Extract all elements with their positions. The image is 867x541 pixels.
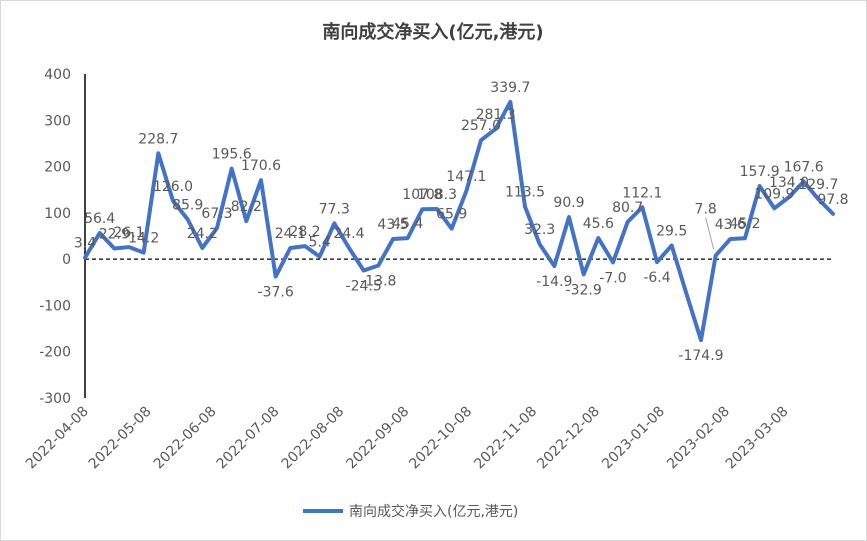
data-label: 126.0 — [153, 179, 193, 195]
data-label: 257.0 — [461, 118, 501, 134]
data-label: 43.5 — [377, 217, 408, 233]
data-label: 7.8 — [695, 202, 717, 218]
data-label: -174.9 — [678, 348, 723, 364]
data-label: 43.6 — [715, 217, 746, 233]
data-label: 77.3 — [319, 201, 350, 217]
data-label: 22.9 — [99, 227, 130, 243]
y-tick-label: 400 — [44, 67, 71, 83]
label-leader-line — [705, 217, 715, 250]
data-label: 97.8 — [817, 192, 848, 208]
data-label: 134.0 — [769, 175, 809, 191]
x-tick-label: 2022-09-08 — [344, 404, 413, 473]
x-tick-label: 2022-08-08 — [279, 404, 348, 473]
data-label: 28.2 — [289, 224, 320, 240]
data-label: 45.6 — [583, 216, 614, 232]
data-label: 157.9 — [740, 164, 780, 180]
data-label: 170.6 — [241, 158, 281, 174]
data-label: -32.9 — [566, 282, 602, 298]
data-label: 339.7 — [490, 80, 530, 96]
data-label: 82.2 — [231, 199, 262, 215]
x-tick-label: 2022-05-08 — [86, 404, 155, 473]
data-label: 109.9 — [754, 186, 794, 202]
data-label: 85.9 — [172, 197, 203, 213]
data-label: 14.2 — [128, 231, 159, 247]
data-label: 26.1 — [113, 225, 144, 241]
data-label: -37.6 — [258, 285, 294, 301]
y-tick-label: 200 — [44, 160, 71, 176]
data-label: 24.2 — [187, 226, 218, 242]
y-tick-label: -100 — [39, 298, 71, 314]
data-label: 5.4 — [309, 235, 331, 251]
data-label: 281.3 — [476, 107, 516, 123]
data-label: -6.4 — [643, 270, 670, 286]
data-label: 195.6 — [212, 147, 252, 163]
legend-label: 南向成交净买入(亿元,港元) — [349, 503, 518, 520]
data-label: 45.4 — [392, 216, 423, 232]
chart-title: 南向成交净买入(亿元,港元) — [322, 21, 543, 43]
plot-area — [83, 99, 835, 343]
data-labels: 3.4 56.422.926.114.2 228.7 126.0 85.9 24.2 67.… — [74, 80, 849, 364]
data-label: 29.5 — [656, 223, 687, 239]
data-label: 90.9 — [553, 195, 584, 211]
data-label: 80.7 — [612, 200, 643, 216]
x-tick-label: 2023-01-08 — [599, 404, 668, 473]
y-tick-label: -300 — [39, 391, 71, 407]
data-label: -13.8 — [360, 274, 396, 290]
data-label: -7.0 — [599, 270, 626, 286]
data-label: 65.9 — [436, 207, 467, 223]
x-tick-label: 2022-10-08 — [406, 404, 475, 473]
data-label: 24.4 — [333, 226, 364, 242]
data-label: 56.4 — [84, 211, 115, 227]
data-label: 32.3 — [524, 222, 555, 238]
data-label: 147.1 — [446, 169, 486, 185]
data-label: 24.1 — [275, 226, 306, 242]
y-tick-label: -200 — [39, 345, 71, 361]
y-tick-label: 0 — [62, 252, 71, 268]
y-tick-label: 100 — [44, 206, 71, 222]
y-tick-label: 300 — [44, 113, 71, 129]
data-label: -24.5 — [346, 278, 382, 294]
data-label: 129.7 — [798, 177, 838, 193]
data-label: 112.1 — [622, 185, 662, 201]
x-tick-label: 2022-06-08 — [151, 404, 220, 473]
series-line — [83, 99, 835, 343]
data-label: 113.5 — [505, 185, 545, 201]
data-label: -14.9 — [536, 274, 572, 290]
x-tick-label: 2022-12-08 — [534, 404, 603, 473]
data-label: 108.3 — [417, 187, 457, 203]
data-label: 107.8 — [402, 187, 442, 203]
data-label: 3.4 — [74, 236, 96, 252]
legend: 南向成交净买入(亿元,港元) — [303, 503, 518, 520]
x-tick-label: 2022-07-08 — [214, 404, 283, 473]
x-tick-label: 2022-04-08 — [23, 404, 92, 473]
x-tick-label: 2022-11-08 — [471, 404, 540, 473]
data-label: 167.6 — [784, 160, 824, 176]
data-label: 228.7 — [138, 131, 178, 147]
data-label: 45.2 — [729, 216, 760, 232]
x-tick-label: 2023-03-08 — [723, 404, 792, 473]
data-label: 67.3 — [201, 206, 232, 222]
